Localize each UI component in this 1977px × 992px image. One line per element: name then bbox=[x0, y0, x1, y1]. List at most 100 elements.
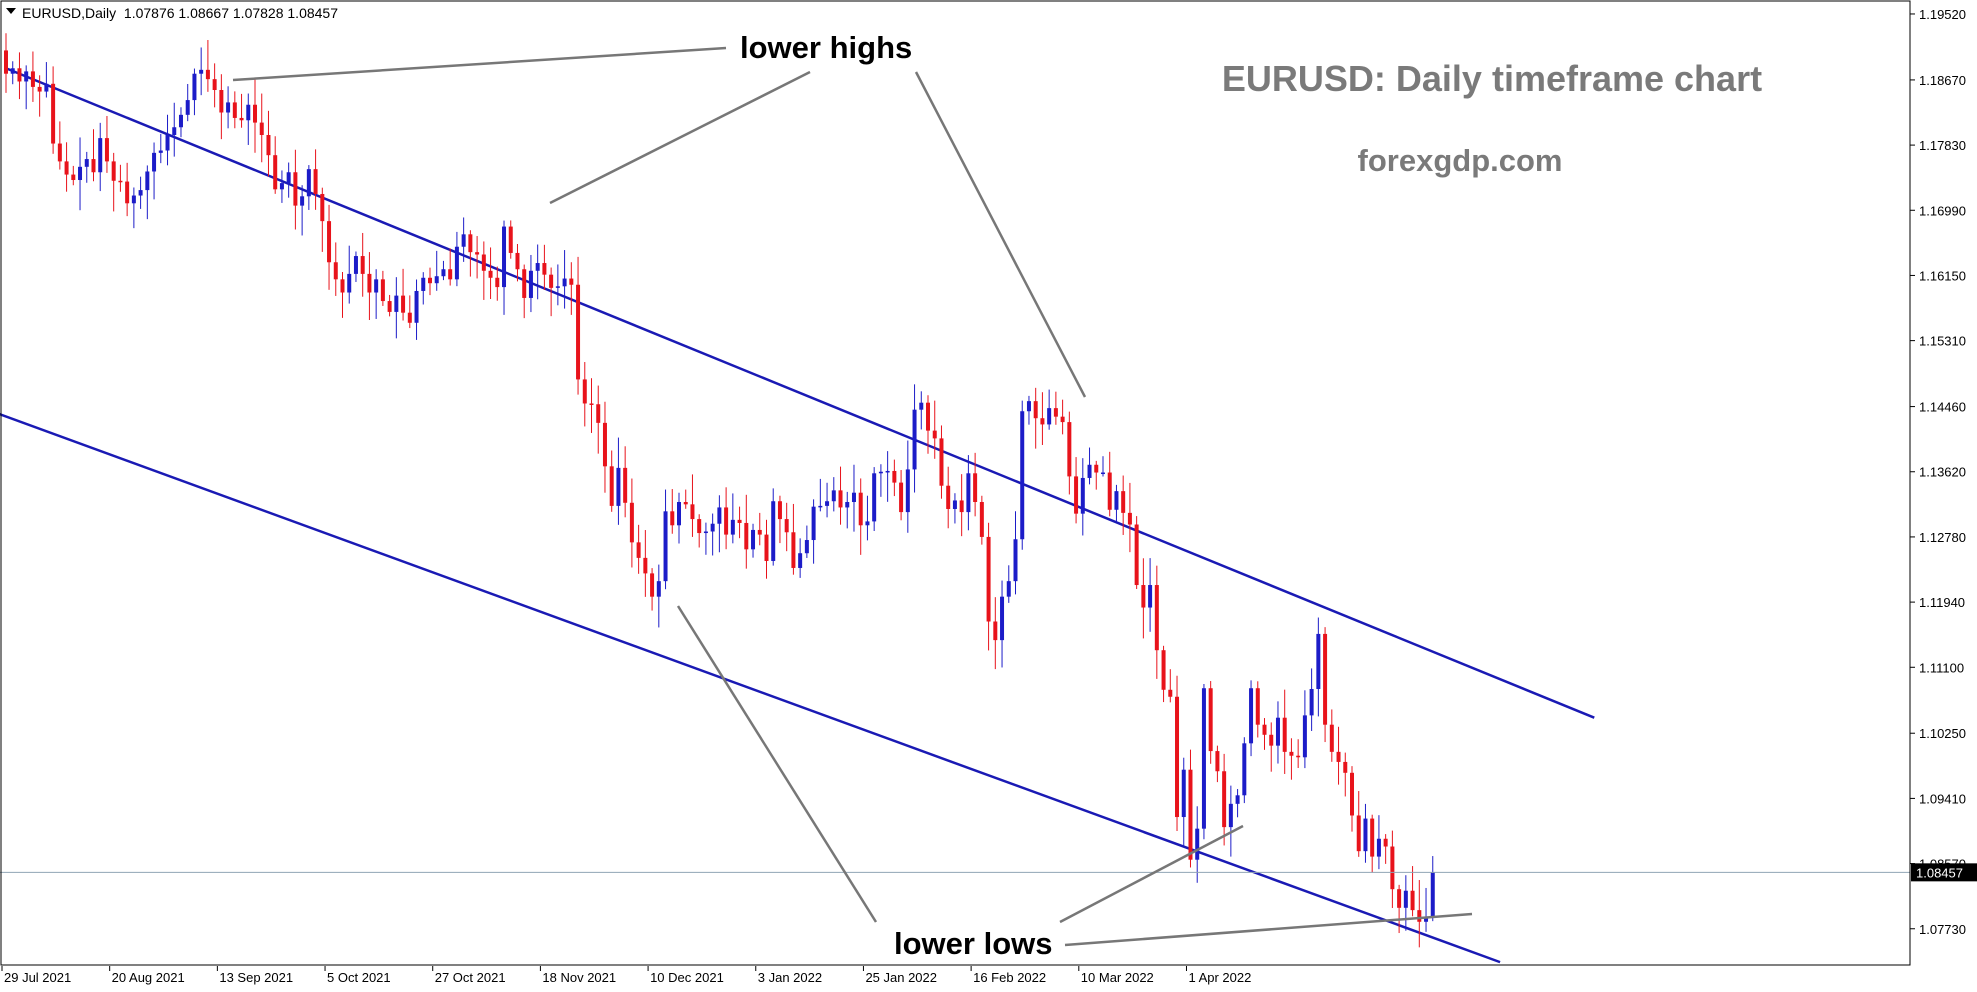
candle-body bbox=[576, 284, 581, 380]
candle-body bbox=[1181, 769, 1186, 818]
time-axis: 29 Jul 2021 20 Aug 2021 13 Sep 2021 5 Oct 2… bbox=[1, 966, 1251, 985]
candle-body bbox=[697, 519, 702, 534]
price-tick-label: 1.19520 bbox=[1919, 7, 1966, 22]
candle-body bbox=[1262, 724, 1267, 735]
candle-body bbox=[663, 511, 668, 582]
candle-body bbox=[374, 279, 379, 293]
candle-body bbox=[1424, 917, 1429, 922]
candle-body bbox=[643, 557, 648, 574]
candle-body bbox=[461, 234, 466, 247]
candle-body bbox=[394, 295, 399, 312]
price-tick-label: 1.11940 bbox=[1919, 595, 1965, 610]
candle-body bbox=[912, 409, 917, 470]
time-tick-label: 18 Nov 2021 bbox=[542, 970, 616, 985]
watermark-site: forexgdp.com bbox=[1358, 143, 1563, 178]
candle-body bbox=[1040, 418, 1045, 425]
candle-body bbox=[1417, 910, 1422, 922]
candle-body bbox=[1329, 724, 1334, 752]
candle-body bbox=[1363, 818, 1368, 852]
price-tick-label: 1.11100 bbox=[1919, 660, 1964, 675]
candle-body bbox=[138, 190, 143, 196]
annotation-lines bbox=[232, 46, 1473, 947]
candle-body bbox=[320, 193, 325, 222]
time-tick-label: 1 Apr 2022 bbox=[1188, 970, 1251, 985]
candle-body bbox=[185, 100, 190, 115]
candle-body bbox=[1067, 422, 1072, 477]
candle-body bbox=[737, 519, 742, 523]
candle-body bbox=[1087, 464, 1092, 478]
candle-body bbox=[24, 71, 29, 82]
candle-body bbox=[407, 312, 412, 323]
candle-body bbox=[212, 79, 217, 91]
candle-body bbox=[414, 290, 419, 323]
candle-body bbox=[549, 274, 554, 288]
candle-body bbox=[91, 159, 96, 173]
time-tick-label: 3 Jan 2022 bbox=[758, 970, 822, 985]
candle-body bbox=[589, 403, 594, 405]
time-tick-label: 10 Mar 2022 bbox=[1081, 970, 1154, 985]
candle-body bbox=[1242, 743, 1247, 796]
candle-body bbox=[1222, 771, 1227, 828]
candle-body bbox=[650, 573, 655, 597]
candle-body bbox=[1033, 401, 1038, 419]
candle-body bbox=[730, 519, 735, 535]
candle-body bbox=[279, 183, 284, 190]
candle-body bbox=[78, 166, 83, 181]
candle-body bbox=[623, 467, 628, 503]
candle-body bbox=[1343, 761, 1348, 773]
candle-body bbox=[1370, 818, 1375, 857]
candle-body bbox=[468, 234, 473, 253]
candle-body bbox=[670, 511, 675, 526]
time-tick-label: 29 Jul 2021 bbox=[4, 970, 71, 985]
candle-body bbox=[939, 438, 944, 486]
candle-body bbox=[347, 273, 352, 293]
candle-body bbox=[1282, 717, 1287, 752]
candle-body bbox=[602, 422, 607, 467]
candle-body bbox=[1296, 755, 1301, 758]
candle-body bbox=[1336, 751, 1341, 762]
candle-body bbox=[1269, 734, 1274, 746]
candle-body bbox=[1060, 416, 1065, 423]
candle-body bbox=[380, 279, 385, 302]
candle-body bbox=[353, 256, 358, 274]
candle-body bbox=[1249, 688, 1254, 744]
candle-body bbox=[1168, 689, 1173, 697]
candle-body bbox=[609, 466, 614, 506]
candle-body bbox=[441, 269, 446, 277]
candle-body bbox=[858, 492, 863, 526]
candle-body bbox=[636, 542, 641, 558]
candle-body bbox=[488, 270, 493, 278]
candle-body bbox=[1410, 890, 1415, 911]
candle-body bbox=[973, 473, 978, 503]
candle-body bbox=[838, 490, 843, 508]
candle-body bbox=[44, 83, 49, 92]
candle-body bbox=[434, 276, 439, 284]
price-tick-label: 1.16990 bbox=[1919, 203, 1966, 218]
candle-body bbox=[825, 501, 830, 506]
candle-body bbox=[37, 86, 42, 92]
current-price-tag-bg bbox=[1911, 863, 1977, 882]
candle-body bbox=[1114, 491, 1119, 510]
candle-body bbox=[1215, 751, 1220, 772]
candle-body bbox=[677, 502, 681, 526]
lower-highs-pointer-2 bbox=[549, 70, 811, 205]
candle-body bbox=[205, 69, 210, 80]
candle-body bbox=[555, 286, 560, 288]
candle-body bbox=[1302, 715, 1307, 758]
candle-body bbox=[1175, 696, 1180, 818]
candle-body bbox=[777, 501, 782, 520]
current-price-tag: 1.08457 bbox=[1911, 863, 1977, 882]
candle-body bbox=[246, 104, 251, 121]
candle-body bbox=[57, 143, 62, 162]
price-tick-label: 1.18670 bbox=[1919, 73, 1966, 88]
candle-body bbox=[811, 506, 816, 541]
candle-body bbox=[1430, 872, 1435, 918]
candle-body bbox=[1006, 581, 1011, 597]
candle-body bbox=[481, 254, 486, 271]
dropdown-triangle-icon[interactable] bbox=[6, 8, 16, 14]
candle-body bbox=[522, 269, 527, 298]
candle-body bbox=[64, 161, 69, 175]
time-tick-label: 16 Feb 2022 bbox=[973, 970, 1046, 985]
candle-body bbox=[508, 226, 513, 253]
